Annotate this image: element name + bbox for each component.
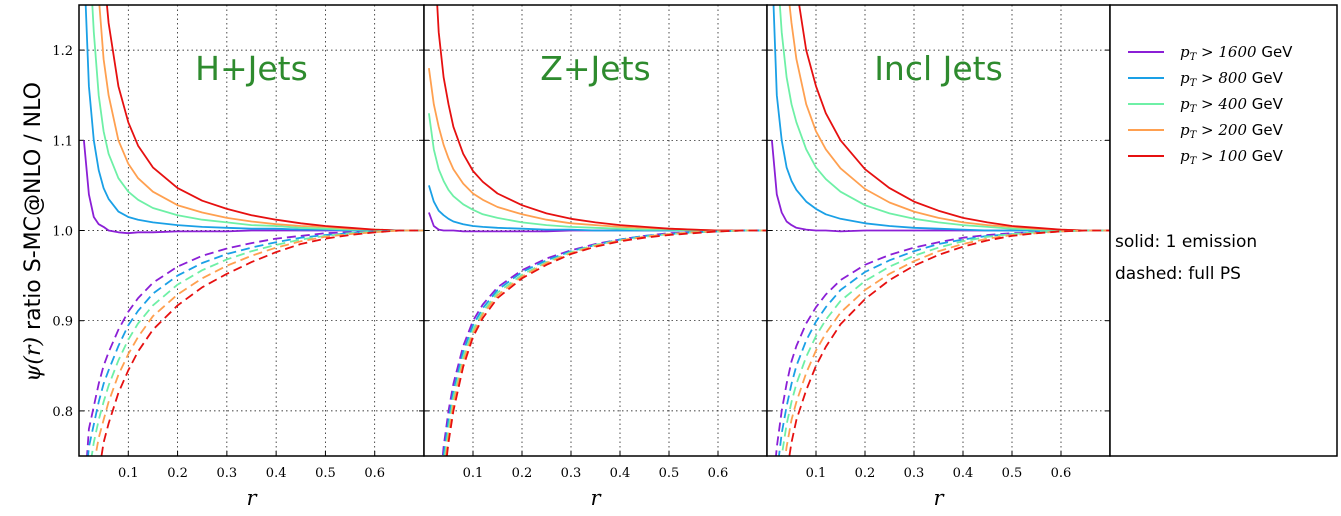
- y-axis-label: ψ(r) ratio S-MC@NLO / NLO: [21, 82, 46, 382]
- y-axis-label-math: ψ(r): [21, 337, 46, 382]
- legend-label: pT > 800 GeV: [1180, 69, 1284, 89]
- x-tick-label: 0.4: [610, 466, 631, 481]
- series-line-solid-2: [778, 5, 1110, 232]
- series-line-dashed-3: [94, 229, 424, 456]
- series-line-dashed-4: [100, 229, 424, 456]
- x-tick-label: 0.6: [364, 466, 385, 481]
- y-tick-label: 0.9: [52, 315, 73, 330]
- x-tick-label: 0.6: [708, 466, 729, 481]
- legend-math-var: p: [1180, 95, 1190, 113]
- x-tick-label: 0.2: [167, 466, 188, 481]
- legend-math-sub: T: [1190, 156, 1198, 167]
- series-group: [83, 5, 424, 456]
- legend-label: pT > 400 GeV: [1180, 95, 1284, 115]
- legend-math-sub: T: [1190, 104, 1198, 115]
- legend-label: pT > 1600 GeV: [1180, 43, 1293, 63]
- series-line-dashed-2: [443, 229, 767, 456]
- legend-unit: GeV: [1247, 95, 1284, 113]
- series-line-dashed-4: [445, 229, 767, 456]
- legend-math-var: p: [1180, 147, 1190, 165]
- legend-math-rest: > 400: [1196, 95, 1247, 113]
- series-line-solid-4: [798, 5, 1110, 232]
- panel-title: H+Jets: [195, 49, 308, 88]
- y-tick-label: 1.0: [52, 225, 73, 240]
- x-tick-label: 0.5: [659, 466, 680, 481]
- x-axis-label: r: [933, 486, 945, 510]
- legend-label: pT > 200 GeV: [1180, 121, 1284, 141]
- x-tick-label: 0.5: [1002, 466, 1023, 481]
- note-dashed: dashed: full PS: [1115, 264, 1241, 284]
- series-line-solid-4: [106, 5, 424, 232]
- panels-layer: 0.1 0.2 0.3 0.4 0.5 0.6 0.8 0.9 1.0 1.1 1.2 H+Jets r…: [52, 4, 1111, 510]
- panel-title: Z+Jets: [540, 49, 650, 88]
- x-tick-label: 0.3: [217, 466, 238, 481]
- legend-unit: GeV: [1247, 147, 1284, 165]
- panel-0: 0.1 0.2 0.3 0.4 0.5 0.6 0.8 0.9 1.0 1.1 1.2 H+Jets r: [52, 4, 425, 510]
- series-group: [428, 5, 767, 456]
- x-tick-label: 0.5: [315, 466, 336, 481]
- legend-box: [1109, 4, 1338, 457]
- legend-math-var: p: [1180, 121, 1190, 139]
- x-tick-label: 0.1: [118, 466, 139, 481]
- note-solid: solid: 1 emission: [1115, 232, 1257, 252]
- series-group: [771, 5, 1110, 456]
- legend-math-var: p: [1180, 43, 1190, 61]
- y-tick-label: 0.8: [52, 405, 73, 420]
- series-line-dashed-2: [90, 229, 424, 456]
- panel-1: 0.1 0.2 0.3 0.4 0.5 0.6 Z+Jets r: [423, 4, 768, 510]
- legend-math-rest: > 200: [1196, 121, 1247, 139]
- legend-unit: GeV: [1257, 43, 1294, 61]
- y-tick-label: 1.2: [52, 44, 73, 59]
- legend-label: pT > 100 GeV: [1180, 147, 1284, 167]
- y-axis-label-text: ratio S-MC@NLO / NLO: [21, 82, 46, 337]
- legend-math-rest: > 1600: [1196, 43, 1257, 61]
- legend-math-var: p: [1180, 69, 1190, 87]
- series-line-dashed-1: [87, 229, 424, 456]
- x-axis-label: r: [590, 486, 602, 510]
- x-tick-label: 0.4: [266, 466, 287, 481]
- legend-unit: GeV: [1247, 69, 1284, 87]
- series-line-dashed-4: [788, 229, 1110, 456]
- x-tick-label: 0.3: [561, 466, 582, 481]
- legend-math-sub: T: [1190, 130, 1198, 141]
- legend-math-sub: T: [1190, 52, 1198, 63]
- series-line-solid-4: [436, 5, 767, 232]
- x-tick-label: 0.2: [512, 466, 533, 481]
- series-line-solid-2: [91, 5, 424, 232]
- y-tick-label: 1.1: [52, 134, 73, 149]
- x-tick-label: 0.1: [806, 466, 827, 481]
- x-tick-label: 0.2: [855, 466, 876, 481]
- legend-unit: GeV: [1247, 121, 1284, 139]
- panel-2: 0.1 0.2 0.3 0.4 0.5 0.6 Incl Jets r: [766, 4, 1111, 510]
- legend-math-rest: > 100: [1196, 147, 1247, 165]
- panel-title: Incl Jets: [874, 49, 1003, 88]
- series-line-solid-1: [772, 5, 1110, 232]
- legend-math-sub: T: [1190, 78, 1198, 89]
- x-tick-label: 0.6: [1051, 466, 1072, 481]
- legend-math-rest: > 800: [1196, 69, 1247, 87]
- x-tick-label: 0.3: [904, 466, 925, 481]
- x-tick-label: 0.1: [463, 466, 484, 481]
- x-tick-label: 0.4: [953, 466, 974, 481]
- x-axis-label: r: [246, 486, 258, 510]
